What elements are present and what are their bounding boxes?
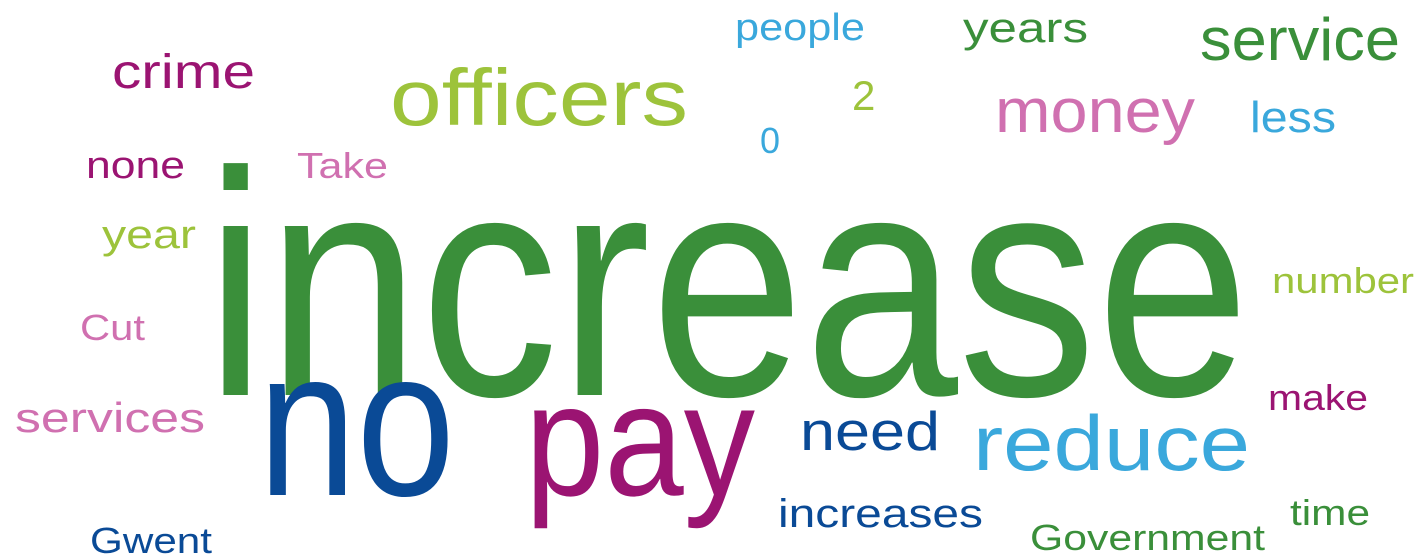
word: Government (1030, 517, 1265, 555)
word: number (1272, 260, 1414, 301)
word: increase (205, 105, 1250, 463)
word: Gwent (90, 520, 212, 555)
word: need (800, 400, 940, 462)
word: crime (112, 46, 255, 99)
word: pay (525, 350, 755, 529)
word: no (258, 305, 455, 540)
word: make (1268, 377, 1368, 418)
word: 0 (760, 120, 780, 161)
word: less (1250, 93, 1336, 142)
word: money (995, 77, 1195, 146)
word: Take (297, 145, 388, 186)
word: officers (390, 53, 688, 142)
word: time (1290, 492, 1370, 533)
word: years (963, 4, 1088, 51)
word: year (102, 213, 196, 257)
word: people (735, 7, 865, 49)
word: services (15, 394, 205, 441)
word: Cut (80, 307, 145, 348)
word: none (86, 145, 185, 187)
word: service (1200, 6, 1400, 73)
word: reduce (973, 399, 1250, 487)
word: 2 (852, 72, 875, 119)
word: increases (778, 492, 983, 536)
